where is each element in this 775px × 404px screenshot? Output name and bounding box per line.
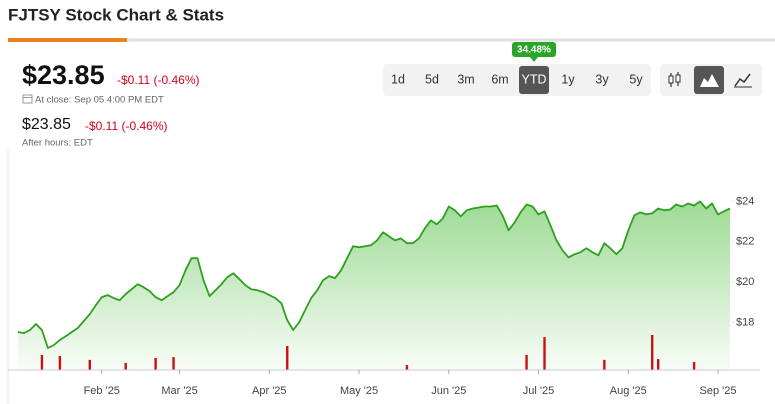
range-badge <box>512 42 556 57</box>
price-area <box>18 201 730 370</box>
volume-bar <box>405 365 409 370</box>
price: $23.85 <box>22 60 105 90</box>
x-tick-label: May '25 <box>340 385 378 397</box>
range-button[interactable]: 5d <box>425 72 439 86</box>
volume-bar <box>525 354 528 370</box>
y-tick-label: $20 <box>736 276 754 288</box>
volume-bar <box>154 357 157 370</box>
after-hours-price: $23.85 <box>22 116 71 133</box>
volume-bar <box>88 359 91 370</box>
close-note: At close: Sep 05 4:00 PM EDT <box>35 95 164 106</box>
volume-bar <box>692 362 696 370</box>
x-tick-label: Apr '25 <box>252 385 287 397</box>
page-title: FJTSY Stock Chart & Stats <box>8 5 224 24</box>
range-buttons: 1d 5d 3m 6m 34.48% YTD 1y 3y 5y <box>391 42 643 94</box>
volume-bar <box>58 356 62 370</box>
x-tick-label: Aug '25 <box>610 385 647 397</box>
volume-bar <box>657 359 660 370</box>
range-button[interactable]: 1y <box>561 72 575 86</box>
price-change: -$0.11 (-0.46%) <box>117 73 199 87</box>
x-tick-label: Mar '25 <box>161 385 197 397</box>
range-button[interactable]: 5y <box>629 72 643 86</box>
range-button[interactable]: 1d <box>391 72 405 86</box>
range-badge-text: 34.48% <box>517 45 551 56</box>
x-tick-label: Jun '25 <box>431 385 466 397</box>
x-tick-label: Sep '25 <box>700 385 737 397</box>
range-badge-pointer <box>530 57 538 62</box>
after-hours-change: -$0.11 (-0.46%) <box>85 119 167 133</box>
range-button[interactable]: 3y <box>595 72 609 86</box>
range-button[interactable]: 6m <box>491 72 508 86</box>
price-line <box>17 200 731 349</box>
calendar-icon <box>22 94 33 104</box>
x-tick-label: Feb '25 <box>84 385 120 397</box>
y-tick-label: $24 <box>736 195 754 207</box>
volume-bar <box>172 357 175 370</box>
y-tick-label: $22 <box>736 236 754 248</box>
volume-bar <box>603 359 606 370</box>
after-hours-note: After hours: EDT <box>22 138 93 149</box>
range-button[interactable]: YTD <box>522 72 547 86</box>
x-tick-label: Jul '25 <box>523 385 554 397</box>
line-icon[interactable] <box>734 73 751 87</box>
area-icon <box>700 74 719 87</box>
range-button-active[interactable] <box>519 66 549 94</box>
volume-bar <box>40 354 44 370</box>
y-tick-label: $18 <box>736 316 754 328</box>
range-group <box>383 64 651 96</box>
chart: $18 $20 $22 $24 Feb '25 Mar '25 Apr '25 May '25… <box>8 195 760 397</box>
volume-bar <box>124 362 127 370</box>
volume-bar <box>286 345 289 370</box>
candle-icon[interactable] <box>668 72 681 87</box>
volume-bar <box>543 337 546 370</box>
volume-bar <box>651 334 654 370</box>
range-button[interactable]: 3m <box>457 72 474 86</box>
